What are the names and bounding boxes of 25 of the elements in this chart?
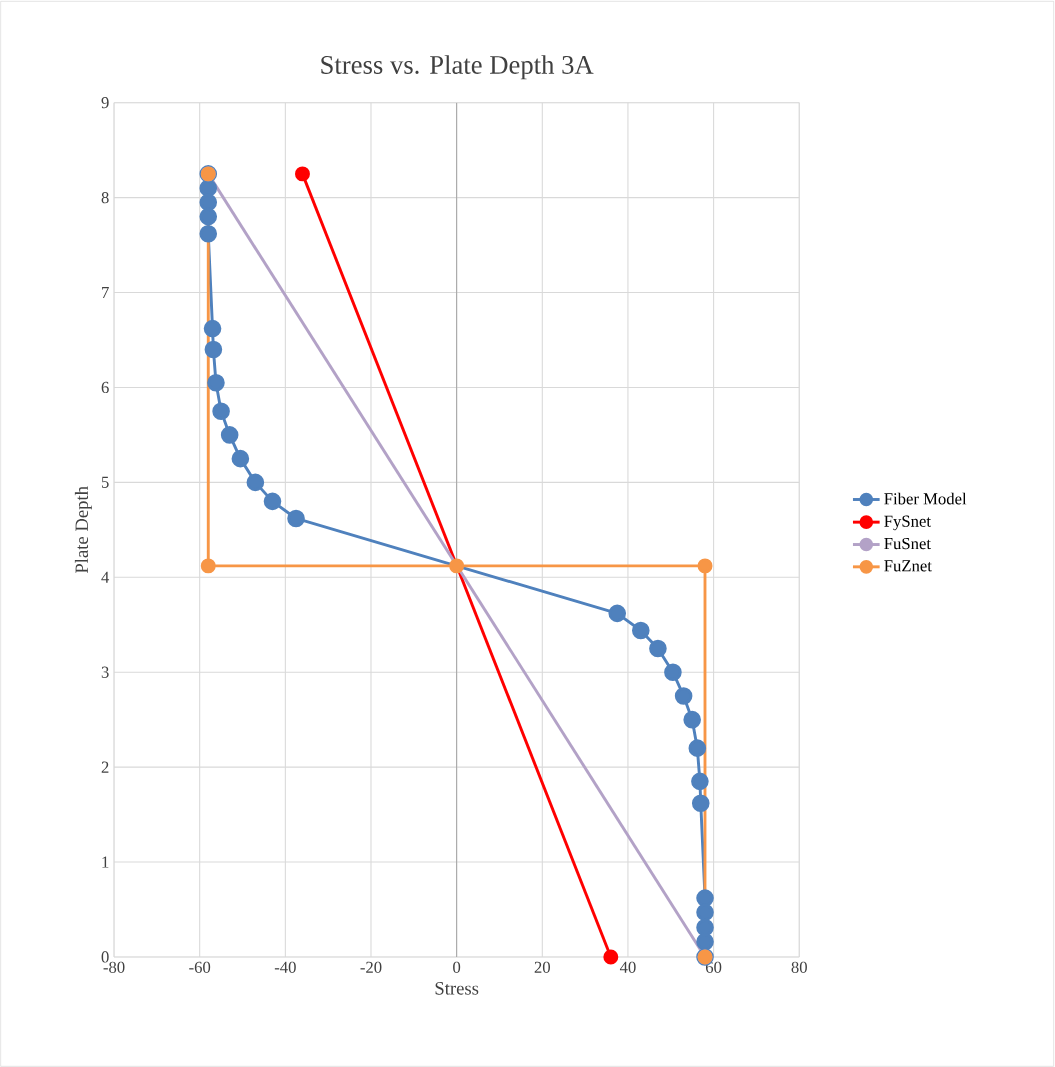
- x-tick-label: 20: [534, 961, 550, 973]
- x-tick-label: -60: [189, 961, 211, 973]
- legend-label: Fiber Model: [884, 492, 967, 505]
- y-tick-label: 9: [101, 97, 109, 109]
- y-tick-label: 7: [102, 287, 109, 298]
- x-tick-label: -80: [103, 961, 125, 973]
- x-tick-label: -40: [274, 961, 296, 973]
- y-axis-title: Plate Depth: [74, 486, 92, 574]
- x-tick-label: -20: [360, 961, 382, 973]
- y-tick-label: 4: [101, 571, 110, 583]
- y-tick-label: 0: [101, 951, 109, 963]
- x-tick-label: 40: [619, 961, 636, 973]
- legend-label: FuZnet: [884, 560, 932, 572]
- y-tick-label: 1: [102, 856, 109, 868]
- legend-label: FuSnet: [884, 537, 931, 550]
- legend-label: FySnet: [884, 515, 931, 531]
- x-tick-label: 80: [791, 961, 807, 973]
- y-tick-label: 3: [101, 666, 109, 678]
- y-tick-label: 2: [101, 761, 109, 773]
- y-tick-label: 5: [101, 476, 109, 488]
- y-tick-label: 8: [101, 192, 109, 204]
- chart-title: Stress vs. Plate Depth 3A: [321, 55, 594, 80]
- x-tick-label: 0: [453, 961, 461, 973]
- y-tick-label: 6: [101, 381, 109, 394]
- x-axis-title: Stress: [435, 982, 479, 995]
